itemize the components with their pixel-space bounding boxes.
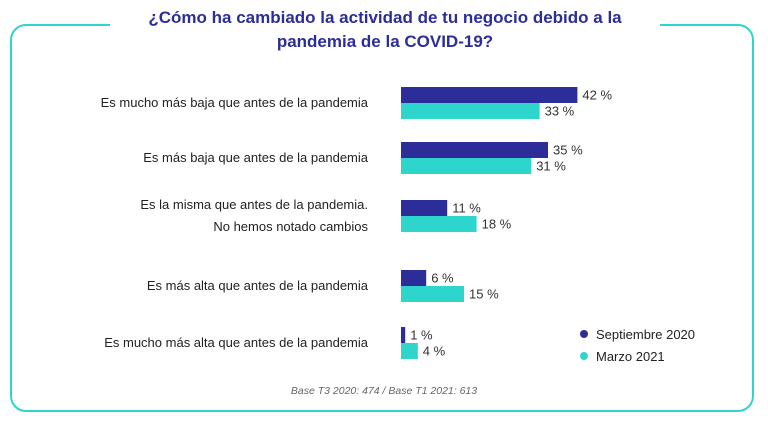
bar-septiembre-2020: [401, 327, 406, 343]
data-label: 6 %: [431, 271, 454, 286]
legend-dot-icon: [580, 352, 588, 360]
category-label-line: Es la misma que antes de la pandemia.: [140, 197, 368, 212]
bar-marzo-2021: [401, 216, 477, 232]
category-label: Es más baja que antes de la pandemia: [143, 147, 368, 169]
bar-marzo-2021: [401, 158, 532, 174]
bar-septiembre-2020: [401, 200, 448, 216]
data-label: 4 %: [423, 344, 446, 359]
data-label: 1 %: [410, 328, 433, 343]
category-label: Es mucho más alta que antes de la pandem…: [104, 332, 368, 354]
data-label: 42 %: [582, 88, 612, 103]
bar-septiembre-2020: [401, 87, 578, 103]
title-line-1: ¿Cómo ha cambiado la actividad de tu neg…: [148, 8, 622, 27]
category-label-line: Es más baja que antes de la pandemia: [143, 150, 368, 165]
chart-title: ¿Cómo ha cambiado la actividad de tu neg…: [110, 6, 660, 54]
bar-marzo-2021: [401, 286, 464, 302]
title-line-2: pandemia de la COVID-19?: [276, 32, 494, 51]
bar-septiembre-2020: [401, 270, 427, 286]
bar-marzo-2021: [401, 103, 540, 119]
data-label: 15 %: [469, 287, 499, 302]
data-label: 18 %: [482, 217, 512, 232]
category-label: Es la misma que antes de la pandemia. No …: [140, 194, 368, 238]
legend-item: Septiembre 2020: [580, 323, 695, 345]
bar-septiembre-2020: [401, 142, 548, 158]
data-label: 35 %: [553, 143, 583, 158]
category-label-line: Es mucho más baja que antes de la pandem…: [100, 95, 368, 110]
category-label-line: No hemos notado cambios: [213, 219, 368, 234]
legend-label: Marzo 2021: [596, 348, 665, 364]
category-label-line: Es mucho más alta que antes de la pandem…: [104, 335, 368, 350]
data-label: 33 %: [545, 104, 575, 119]
data-label: 11 %: [452, 201, 481, 216]
category-label-line: Es más alta que antes de la pandemia: [146, 278, 368, 293]
data-label: 31 %: [536, 159, 566, 174]
legend-label: Septiembre 2020: [596, 326, 696, 342]
legend-dot-icon: [580, 330, 588, 338]
category-label: Es mucho más baja que antes de la pandem…: [101, 92, 368, 114]
legend: Septiembre 2020 Marzo 2021: [580, 323, 695, 367]
footnote: Base T3 2020: 474 / Base T1 2021: 613: [290, 385, 478, 397]
bar-marzo-2021: [401, 343, 418, 359]
legend-item: Marzo 2021: [580, 345, 695, 367]
category-label: Es más alta que antes de la pandemia: [147, 275, 368, 297]
